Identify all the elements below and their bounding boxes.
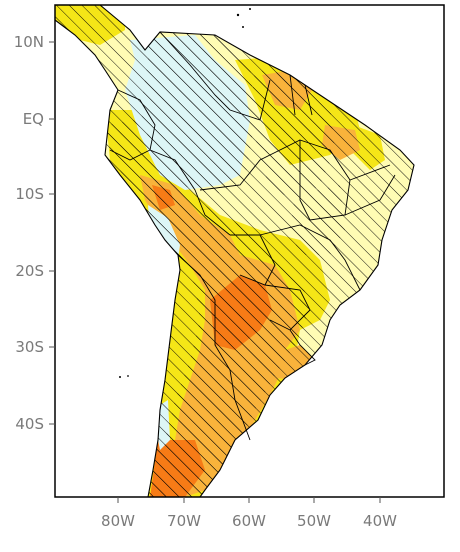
lat-label-40s: 40S — [15, 415, 44, 433]
significance-hatching — [105, 30, 345, 497]
small-islands — [119, 8, 251, 378]
border-brazil-state-c — [199, 139, 301, 191]
lat-label-eq: EQ — [23, 110, 44, 128]
border-paraguay — [264, 284, 311, 331]
lat-label-30s: 30S — [15, 338, 44, 356]
border-bolivia — [230, 234, 276, 286]
lat-label-10s: 10S — [15, 185, 44, 203]
border-uruguay — [289, 329, 316, 366]
border-peru-brazil — [149, 149, 231, 236]
lon-label-60w: 60W — [232, 512, 266, 530]
border-brazil-states-south — [259, 224, 361, 291]
border-guianas — [259, 74, 313, 121]
country-borders — [109, 31, 396, 441]
border-brazil-state-b — [344, 164, 396, 216]
lat-label-10n: 10N — [14, 33, 44, 51]
lon-label-80w: 80W — [101, 512, 135, 530]
latitude-axis: 10N EQ 10S 20S 30S 40S — [14, 33, 55, 433]
longitude-axis: 80W 70W 60W 50W 40W — [101, 497, 397, 530]
coastline — [55, 5, 415, 497]
border-colombia-ecuador — [109, 89, 156, 161]
lon-label-70w: 70W — [167, 512, 201, 530]
lat-label-20s: 20S — [15, 262, 44, 280]
lon-label-40w: 40W — [363, 512, 397, 530]
map-plot-area — [55, 5, 444, 497]
lon-label-50w: 50W — [297, 512, 331, 530]
border-chile-argentina — [177, 254, 251, 441]
border-venezuela — [159, 31, 261, 121]
